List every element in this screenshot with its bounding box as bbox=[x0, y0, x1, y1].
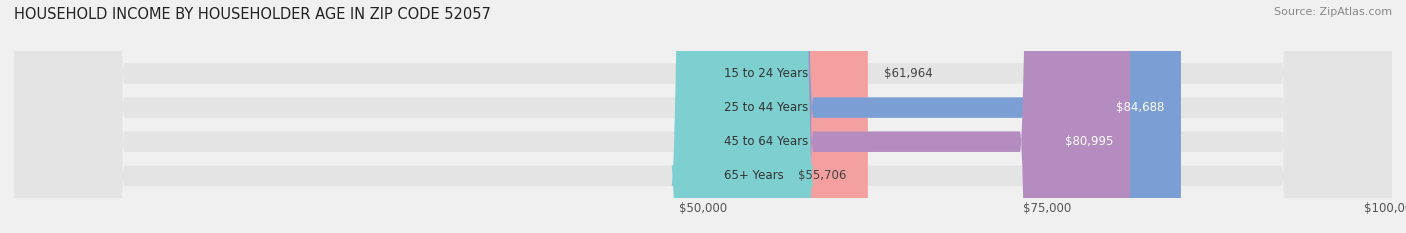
FancyBboxPatch shape bbox=[703, 0, 868, 233]
Text: $55,706: $55,706 bbox=[799, 169, 846, 182]
Text: HOUSEHOLD INCOME BY HOUSEHOLDER AGE IN ZIP CODE 52057: HOUSEHOLD INCOME BY HOUSEHOLDER AGE IN Z… bbox=[14, 7, 491, 22]
Text: $84,688: $84,688 bbox=[1116, 101, 1164, 114]
FancyBboxPatch shape bbox=[703, 0, 1130, 233]
Text: $80,995: $80,995 bbox=[1066, 135, 1114, 148]
Text: Source: ZipAtlas.com: Source: ZipAtlas.com bbox=[1274, 7, 1392, 17]
FancyBboxPatch shape bbox=[672, 0, 813, 233]
FancyBboxPatch shape bbox=[14, 0, 1392, 233]
Text: 15 to 24 Years: 15 to 24 Years bbox=[724, 67, 808, 80]
Text: 25 to 44 Years: 25 to 44 Years bbox=[724, 101, 808, 114]
FancyBboxPatch shape bbox=[703, 0, 1181, 233]
FancyBboxPatch shape bbox=[14, 0, 1392, 233]
FancyBboxPatch shape bbox=[14, 0, 1392, 233]
Text: 45 to 64 Years: 45 to 64 Years bbox=[724, 135, 808, 148]
Text: 65+ Years: 65+ Years bbox=[724, 169, 783, 182]
FancyBboxPatch shape bbox=[14, 0, 1392, 233]
Text: $61,964: $61,964 bbox=[884, 67, 934, 80]
